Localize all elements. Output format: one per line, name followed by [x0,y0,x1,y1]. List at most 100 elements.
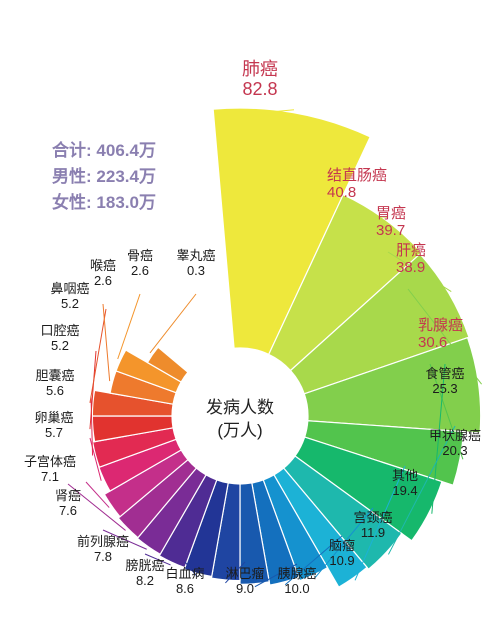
bar-5 [294,436,443,542]
bar-7 [273,467,368,588]
label-value-20: 5.2 [61,296,79,311]
label-21: 喉癌2.6 [90,258,116,288]
bar-9 [251,479,300,586]
leader-12 [184,561,198,577]
label-22: 骨癌2.6 [127,248,153,278]
label-name-0: 肺癌 [242,59,278,79]
leader-21 [102,303,111,382]
bar-0 [212,107,371,356]
label-name-20: 鼻咽癌 [50,281,89,296]
label-name-3: 肝癌 [396,242,426,259]
label-name-23: 睾丸癌 [176,248,215,263]
label-name-8: 宫颈癌 [353,510,392,525]
label-value-18: 5.6 [46,383,64,398]
bar-10 [239,482,270,585]
leader-13 [144,553,171,566]
leader-4 [429,363,464,460]
center-hole [182,358,298,474]
center-title-line2: (万人) [217,421,262,440]
leader-19 [89,350,97,430]
bar-8 [262,474,329,582]
label-value-19: 5.2 [51,338,69,353]
label-name-4: 乳腺癌 [418,317,463,334]
label-name-2: 胃癌 [376,205,406,222]
label-value-10: 10.0 [284,581,309,596]
summary-stats: 合计: 406.4万 男性: 223.4万 女性: 183.0万 [52,138,252,216]
label-value-12: 8.6 [176,581,194,596]
leader-20 [89,308,107,403]
leader-14 [102,529,147,550]
label-name-12: 白血病 [165,566,204,581]
label-value-14: 7.8 [94,549,112,564]
label-value-23: 0.3 [187,263,205,278]
center-title-line1: 发病人数 [206,398,274,417]
label-name-6: 甲状腺癌 [429,428,481,443]
label-value-8: 11.9 [361,525,385,540]
label-value-21: 2.6 [94,273,112,288]
stat-total: 合计: 406.4万 [52,141,156,160]
label-value-2: 39.7 [376,222,405,239]
label-value-13: 8.2 [136,573,154,588]
bar-2 [289,253,470,395]
leader-23 [149,293,197,354]
label-value-16: 7.1 [41,469,59,484]
label-value-4: 30.6 [418,334,447,351]
label-name-1: 结直肠癌 [327,167,387,184]
bar-1 [267,193,423,372]
leader-5 [431,363,446,514]
bar-23 [146,346,189,383]
label-value-22: 2.6 [131,263,149,278]
label-name-14: 前列腺癌 [77,534,129,549]
leader-6 [387,425,456,555]
label-value-0: 82.8 [242,79,277,99]
bar-4 [303,420,465,487]
label-value-15: 7.6 [59,503,77,518]
bar-11 [210,482,241,582]
label-name-21: 喉癌 [90,258,116,273]
label-name-22: 骨癌 [127,248,153,263]
label-value-1: 40.8 [327,184,356,201]
leader-16 [85,481,110,508]
bar-16 [103,449,189,518]
leader-3 [407,288,482,385]
leader-lines [67,109,482,588]
bar-15 [117,458,198,539]
label-name-13: 膀胱癌 [125,558,164,573]
leader-22 [117,293,141,360]
label-value-11: 9.0 [236,581,254,596]
bar-13 [158,474,218,569]
leader-2 [387,251,452,292]
stat-male: 男性: 223.4万 [52,167,156,186]
label-name-19: 口腔癌 [40,323,79,338]
bar-3 [303,336,482,434]
label-name-11: 淋巴瘤 [225,566,264,581]
label-value-7: 19.4 [392,483,417,498]
bar-12 [183,479,229,578]
leader-9 [284,535,343,586]
label-name-9: 脑瘤 [329,538,355,553]
bar-14 [136,467,207,556]
leader-1 [338,213,388,218]
bar-20 [91,389,174,417]
label-name-17: 卵巢癌 [34,410,73,425]
leader-10 [254,563,298,588]
label-value-9: 10.9 [329,553,354,568]
label-value-17: 5.7 [45,425,63,440]
label-name-7: 其他 [392,468,418,483]
